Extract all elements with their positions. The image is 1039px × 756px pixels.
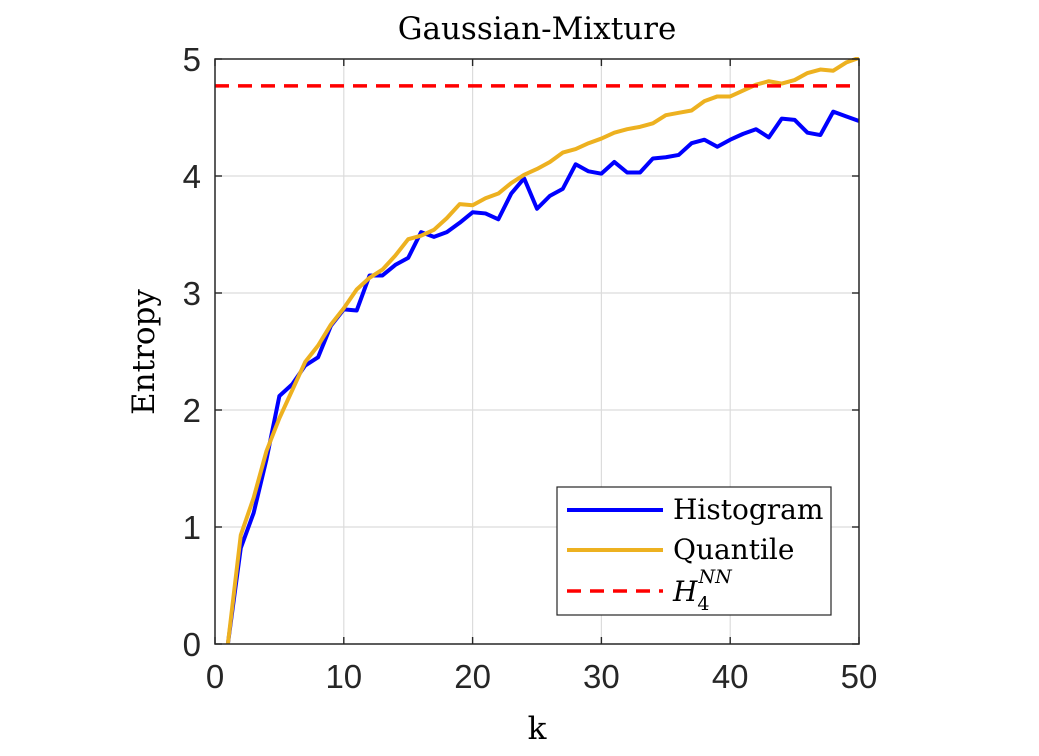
legend: Histogram Quantile H4 NN: [556, 486, 832, 616]
x-tick-label: 20: [454, 658, 491, 695]
grid: [215, 59, 859, 644]
y-tick-label: 4: [183, 158, 201, 195]
x-tick-label: 10: [325, 658, 362, 695]
x-tick-label: 0: [206, 658, 224, 695]
series-layer: [215, 57, 859, 644]
x-tick-label: 50: [841, 658, 878, 695]
chart-title: Gaussian-Mixture: [398, 11, 677, 47]
y-tick-label: 5: [183, 41, 201, 78]
legend-label-hnn-superscript: NN: [698, 566, 734, 588]
y-tick-label: 1: [183, 509, 201, 546]
x-tick-label: 30: [583, 658, 620, 695]
x-tick-label: 40: [712, 658, 749, 695]
x-axis-label: k: [528, 711, 547, 747]
y-tick-label: 2: [183, 392, 201, 429]
y-tick-label: 3: [183, 275, 201, 312]
legend-label-hnn-subscript: 4: [697, 593, 709, 615]
legend-label-hnn-base: H: [672, 575, 698, 608]
legend-label-quantile: Quantile: [673, 533, 794, 566]
legend-label-histogram: Histogram: [673, 493, 823, 526]
y-tick-label: 0: [183, 626, 201, 663]
y-axis-label: Entropy: [126, 289, 162, 415]
legend-label-hnn: H4 NN: [672, 566, 733, 615]
axes-box: [214, 58, 860, 645]
ticks: 0 10 20 30 40 50 0 1 2 3 4 5: [183, 41, 878, 695]
